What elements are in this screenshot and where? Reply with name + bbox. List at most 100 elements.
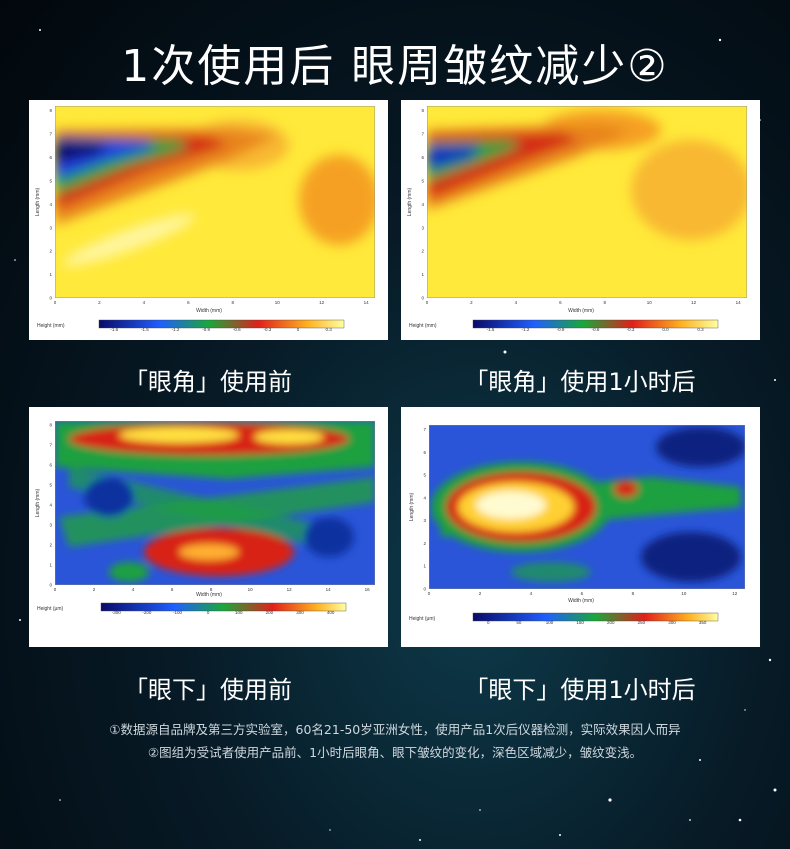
scale-tick-label: 200 xyxy=(266,610,274,615)
x-tick-label: 2 xyxy=(98,300,101,305)
scale-label: Height (mm) xyxy=(409,323,437,329)
y-axis-label: Length (mm) xyxy=(35,187,41,216)
heatmap-panel-under-eye-before: Height (μm) Width (mm) Length (mm) 0 2 4 6 8… xyxy=(29,407,388,647)
y-tick-label: 5 xyxy=(49,483,52,488)
heatmap-panel-under-eye-after: Height (μm) Width (mm) Length (mm) 0 2 4 6 8… xyxy=(401,407,760,647)
x-tick-label: 4 xyxy=(143,300,146,305)
y-tick-label: 0 xyxy=(49,296,52,301)
scale-tick-label: 50 xyxy=(516,620,522,625)
caption-under-eye-before: 「眼下」使用前 xyxy=(124,676,292,704)
y-axis-label: Length (mm) xyxy=(35,488,41,517)
x-tick-label: 2 xyxy=(479,591,482,596)
y-tick-label: 2 xyxy=(421,249,424,254)
scale-tick-label: 0.3 xyxy=(697,327,704,332)
x-tick-label: 6 xyxy=(581,591,584,596)
x-tick-label: 0 xyxy=(54,300,57,305)
x-tick-label: 12 xyxy=(691,300,697,305)
x-tick-label: 16 xyxy=(365,587,371,592)
scale-tick-label: -1.5 xyxy=(141,327,149,332)
scale-tick-label: 0 xyxy=(487,620,490,625)
y-tick-label: 6 xyxy=(423,450,426,455)
x-tick-label: 8 xyxy=(604,300,607,305)
y-tick-label: 3 xyxy=(49,523,52,528)
y-tick-label: 7 xyxy=(49,443,52,448)
y-tick-label: 7 xyxy=(423,427,426,432)
x-tick-label: 10 xyxy=(647,300,653,305)
scale-tick-label: -200 xyxy=(142,610,152,615)
x-tick-label: 10 xyxy=(275,300,281,305)
scale-tick-label: -300 xyxy=(112,610,122,615)
y-tick-label: 7 xyxy=(49,132,52,137)
x-tick-label: 4 xyxy=(515,300,518,305)
y-tick-label: 4 xyxy=(421,202,424,207)
y-tick-label: 2 xyxy=(423,541,426,546)
scale-tick-label: 300 xyxy=(668,620,676,625)
scale-tick-label: 300 xyxy=(296,610,304,615)
scale-label: Height (mm) xyxy=(37,323,65,329)
x-tick-label: 2 xyxy=(470,300,473,305)
scale-tick-label: 200 xyxy=(607,620,615,625)
y-tick-label: 0 xyxy=(423,587,426,592)
y-tick-label: 4 xyxy=(49,202,52,207)
scale-tick-label: 0.0 xyxy=(662,327,669,332)
y-tick-label: 1 xyxy=(49,563,52,568)
x-tick-label: 0 xyxy=(54,587,57,592)
page-title: 1次使用后 眼周皱纹减少② xyxy=(121,41,669,92)
scale-tick-label: 0 xyxy=(297,327,300,332)
y-tick-label: 8 xyxy=(421,108,424,113)
x-axis-label: Width (mm) xyxy=(568,308,594,314)
scale-tick-label: 100 xyxy=(546,620,554,625)
x-tick-label: 12 xyxy=(287,587,293,592)
y-tick-label: 5 xyxy=(49,178,52,183)
scale-tick-label: -0.9 xyxy=(202,327,210,332)
y-tick-label: 8 xyxy=(49,423,52,428)
y-tick-label: 1 xyxy=(421,272,424,277)
y-tick-label: 2 xyxy=(49,249,52,254)
y-tick-label: 5 xyxy=(423,473,426,478)
x-tick-label: 0 xyxy=(426,300,429,305)
caption-under-eye-after: 「眼下」使用1小时后 xyxy=(464,676,696,704)
y-tick-label: 3 xyxy=(423,518,426,523)
x-tick-label: 2 xyxy=(93,587,96,592)
y-tick-label: 3 xyxy=(421,225,424,230)
y-tick-label: 4 xyxy=(423,495,426,500)
y-tick-label: 5 xyxy=(421,178,424,183)
scale-tick-label: -0.3 xyxy=(627,327,635,332)
x-tick-label: 8 xyxy=(232,300,235,305)
footnotes: ①数据源自品牌及第三方实验室，60名21-50岁亚洲女性，使用产品1次后仪器检测… xyxy=(0,718,790,764)
heatmap-panel-eye-corner-before: Height (mm) Width (mm) Length (mm) 0 2 4 6 8… xyxy=(29,100,388,340)
scale-tick-label: -100 xyxy=(173,610,183,615)
scale-label: Height (μm) xyxy=(37,606,64,612)
heatmap-eye-corner-before: Height (mm) Width (mm) Length (mm) 0 2 4 6 8… xyxy=(35,106,375,332)
caption-eye-corner-after: 「眼角」使用1小时后 xyxy=(464,368,696,396)
x-tick-label: 10 xyxy=(248,587,254,592)
x-tick-label: 4 xyxy=(132,587,135,592)
scale-tick-label: 350 xyxy=(699,620,707,625)
x-axis-label: Width (mm) xyxy=(196,308,222,314)
scale-tick-label: 0.3 xyxy=(326,327,333,332)
x-axis-label: Width (mm) xyxy=(196,592,222,598)
scale-tick-label: 250 xyxy=(638,620,646,625)
x-tick-label: 4 xyxy=(530,591,533,596)
scale-tick-label: 0 xyxy=(207,610,210,615)
y-tick-label: 0 xyxy=(49,583,52,588)
scale-tick-label: -1.2 xyxy=(172,327,180,332)
x-tick-label: 14 xyxy=(364,300,370,305)
x-tick-label: 8 xyxy=(632,591,635,596)
y-tick-label: 1 xyxy=(49,272,52,277)
scale-tick-label: -0.6 xyxy=(592,327,600,332)
scale-tick-label: -0.6 xyxy=(233,327,241,332)
y-tick-label: 1 xyxy=(423,564,426,569)
footnote-1: ①数据源自品牌及第三方实验室，60名21-50岁亚洲女性，使用产品1次后仪器检测… xyxy=(109,722,681,737)
y-tick-label: 7 xyxy=(421,132,424,137)
scale-label: Height (μm) xyxy=(409,616,436,622)
x-tick-label: 6 xyxy=(187,300,190,305)
scale-tick-label: -1.2 xyxy=(522,327,530,332)
y-tick-label: 6 xyxy=(421,155,424,160)
y-axis-label: Length (mm) xyxy=(407,187,413,216)
y-tick-label: 4 xyxy=(49,503,52,508)
scale-tick-label: 400 xyxy=(327,610,335,615)
caption-eye-corner-before: 「眼角」使用前 xyxy=(124,368,292,396)
y-tick-label: 3 xyxy=(49,225,52,230)
scale-tick-label: 150 xyxy=(576,620,584,625)
